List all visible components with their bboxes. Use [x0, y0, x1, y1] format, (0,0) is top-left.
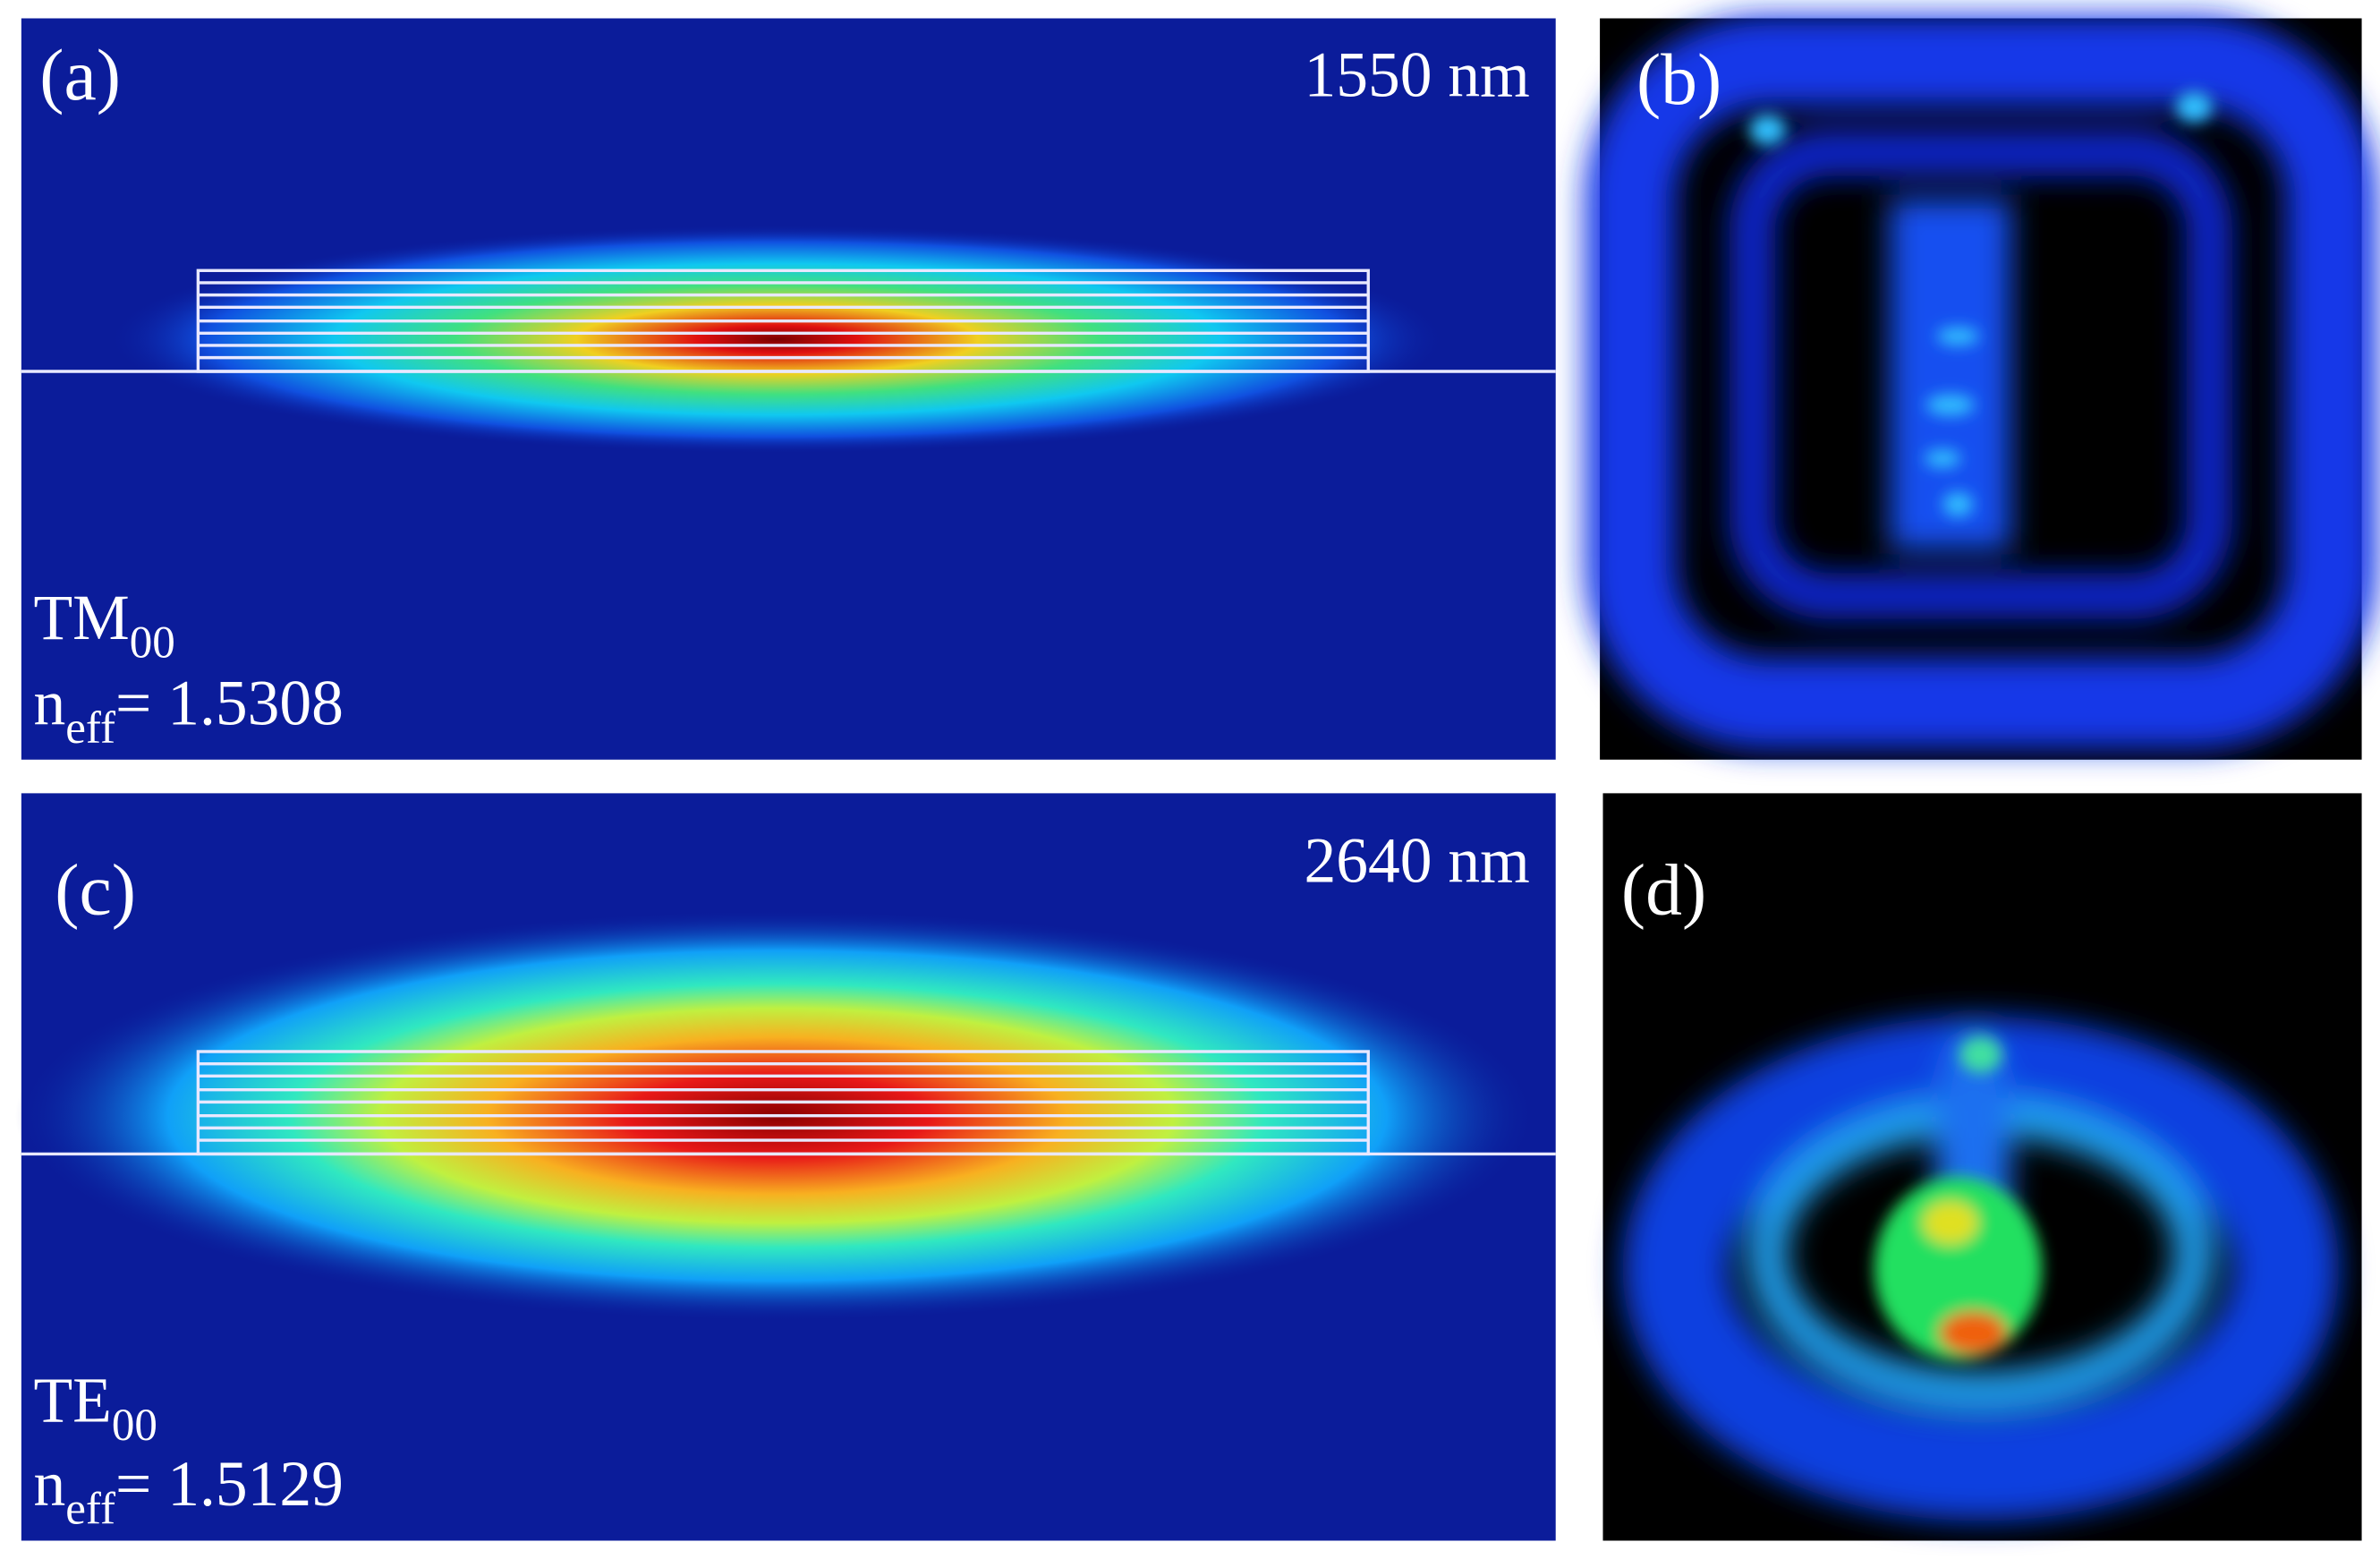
panel-label: (d): [1621, 848, 1706, 930]
far-field-spots: [1748, 91, 2213, 517]
far-field-core: [1874, 1035, 2042, 1360]
panel-c: (c) 2640 nm TE00 neff= 1.5129: [15, 793, 1556, 1541]
mode-name: TM: [33, 583, 129, 653]
mode-subscript: 00: [112, 1400, 157, 1451]
panel-label: (b): [1636, 38, 1721, 120]
neff-symbol: n: [33, 1449, 65, 1520]
mode-name: TE: [33, 1365, 111, 1435]
mode-subscript: 00: [130, 617, 175, 668]
mode-label: TM00: [33, 583, 174, 669]
panel-label: (a): [39, 34, 121, 115]
far-field-pattern: [1585, 15, 2377, 749]
panel-d: (d): [1602, 793, 2362, 1541]
neff-symbol: n: [33, 668, 65, 738]
neff-value: = 1.5308: [115, 668, 344, 738]
neff-value: = 1.5129: [115, 1449, 344, 1520]
neff-subscript: eff: [65, 703, 116, 754]
panel-label: (c): [55, 848, 136, 930]
waveguide: [21, 1050, 1556, 1156]
panel-a: (a) 1550 nm TM00 neff= 1.5308: [21, 18, 1556, 760]
neff-label: neff= 1.5308: [33, 668, 343, 754]
panel-b: (b): [1585, 15, 2377, 760]
field-profile: [106, 225, 1448, 455]
mode-label: TE00: [33, 1365, 157, 1451]
neff-label: neff= 1.5129: [33, 1449, 343, 1535]
wavelength: 2640 nm: [1304, 825, 1529, 896]
wavelength: 1550 nm: [1304, 40, 1529, 111]
neff-subscript: eff: [65, 1484, 116, 1535]
waveguide: [21, 268, 1556, 373]
